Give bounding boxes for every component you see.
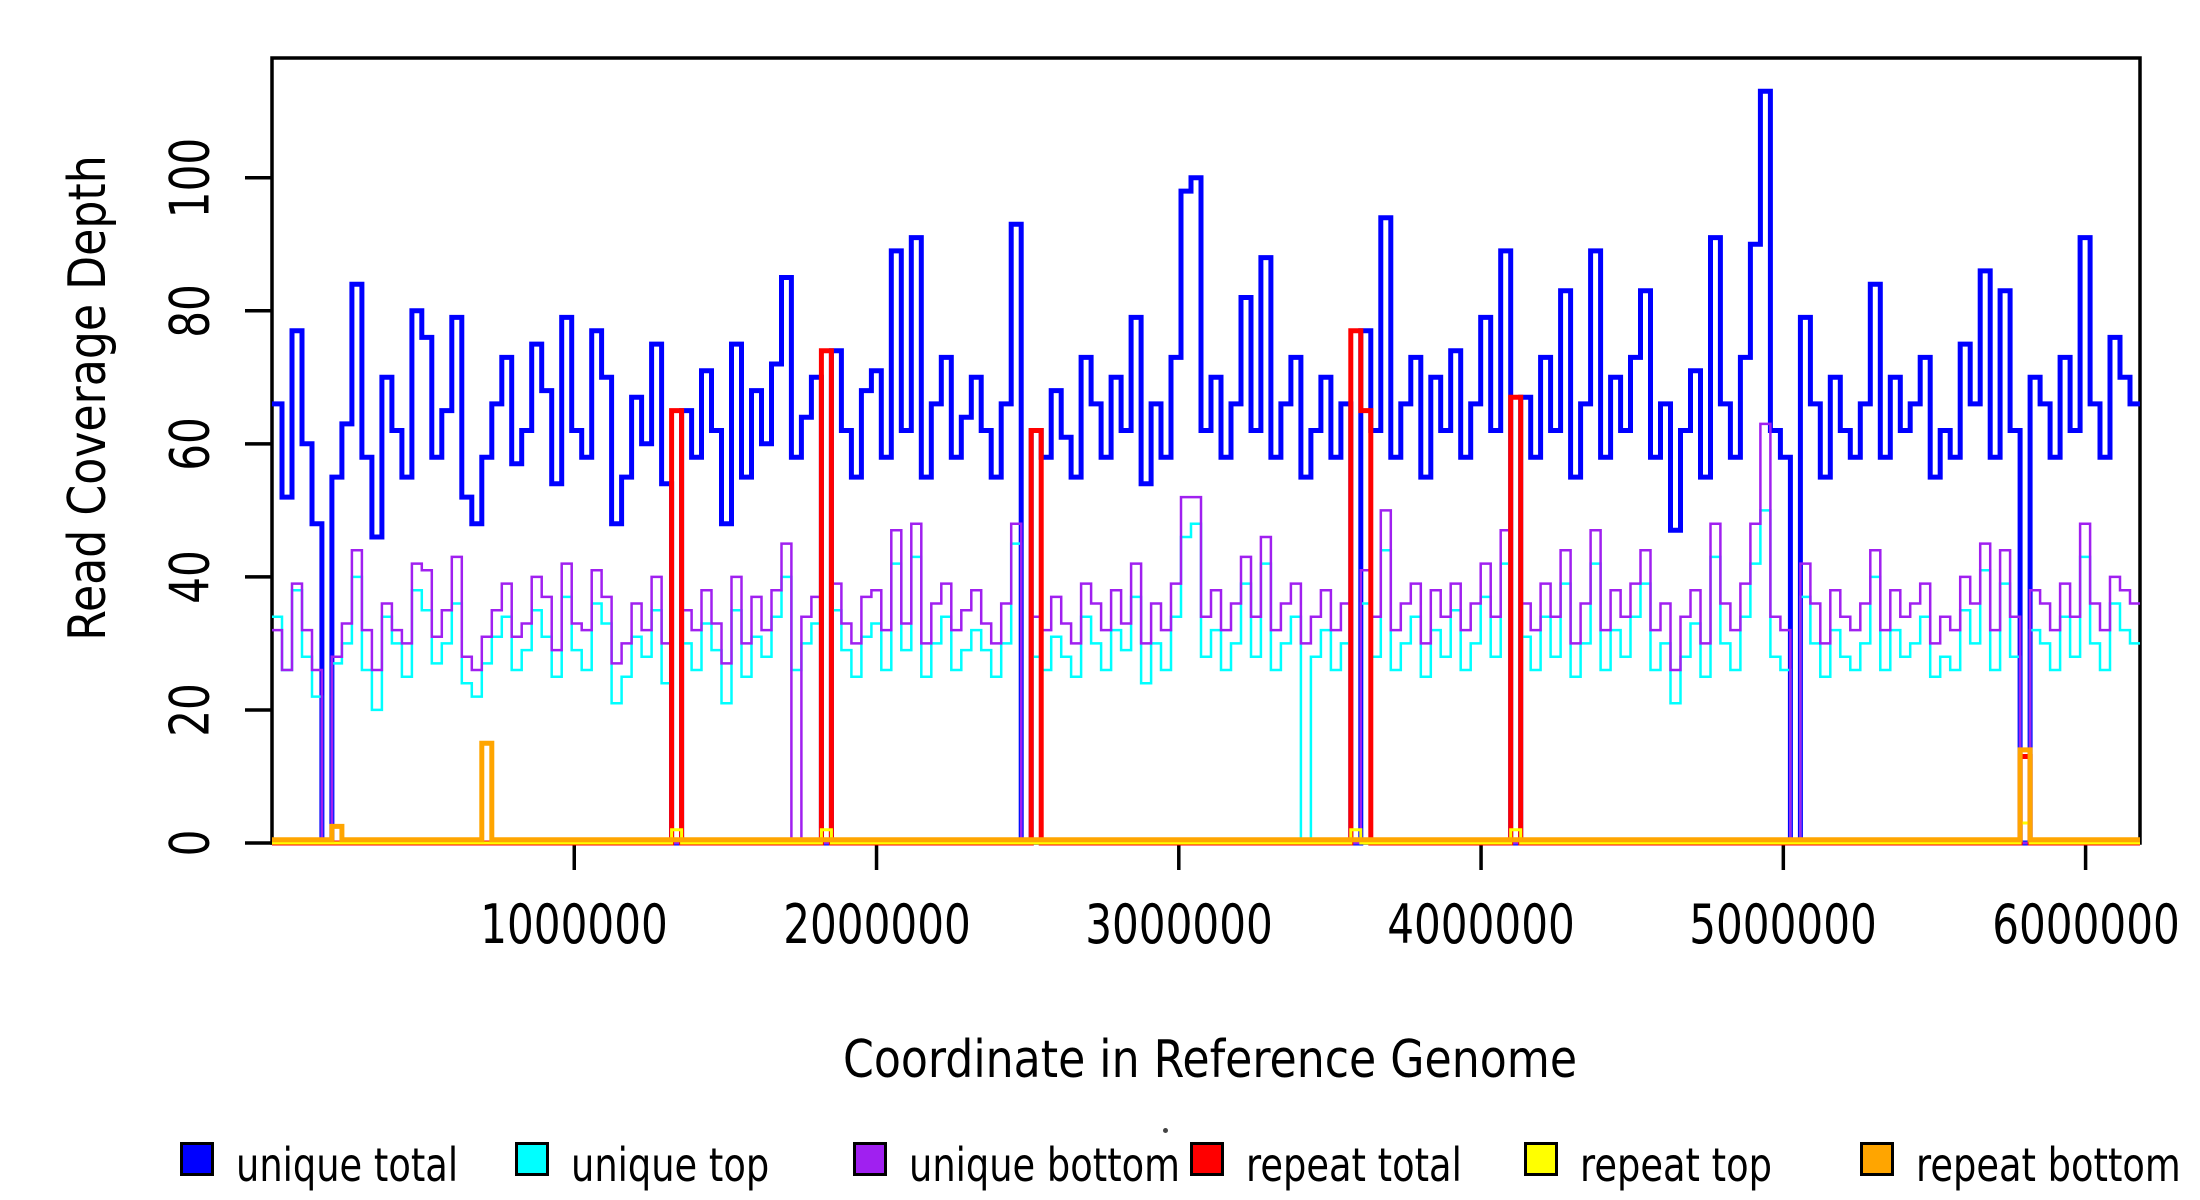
legend-label-unique-total: unique total bbox=[236, 1138, 459, 1192]
legend-label-repeat-bottom: repeat bottom bbox=[1916, 1138, 2181, 1192]
x-tick-label-1000000: 1000000 bbox=[480, 893, 668, 956]
repeat-total-swatch-icon bbox=[1190, 1142, 1224, 1176]
legend-label-repeat-total: repeat total bbox=[1246, 1138, 1462, 1192]
stray-dot bbox=[1163, 1128, 1168, 1133]
x-tick-label-3000000: 3000000 bbox=[1085, 893, 1273, 956]
y-tick-label-20: 20 bbox=[158, 683, 222, 737]
y-tick-label-80: 80 bbox=[158, 284, 222, 338]
y-axis-title: Read Coverage Depth bbox=[58, 155, 118, 641]
x-tick-label-2000000: 2000000 bbox=[783, 893, 971, 956]
repeat-top-swatch-icon bbox=[1524, 1142, 1558, 1176]
unique-top-swatch-icon bbox=[515, 1142, 549, 1176]
unique-total-swatch-icon bbox=[180, 1142, 214, 1176]
x-tick-label-6000000: 6000000 bbox=[1992, 893, 2180, 956]
legend-label-unique-top: unique top bbox=[571, 1138, 770, 1192]
x-tick-label-5000000: 5000000 bbox=[1689, 893, 1877, 956]
legend-label-unique-bottom: unique bottom bbox=[909, 1138, 1180, 1192]
y-tick-label-0: 0 bbox=[158, 829, 222, 857]
y-tick-label-100: 100 bbox=[158, 137, 222, 219]
legend-label-repeat-top: repeat top bbox=[1580, 1138, 1772, 1192]
y-tick-label-60: 60 bbox=[158, 417, 222, 471]
repeat-bottom-swatch-icon bbox=[1860, 1142, 1894, 1176]
y-tick-label-40: 40 bbox=[158, 550, 222, 604]
x-axis-title: Coordinate in Reference Genome bbox=[842, 1030, 1578, 1090]
unique-bottom-swatch-icon bbox=[853, 1142, 887, 1176]
x-tick-label-4000000: 4000000 bbox=[1387, 893, 1575, 956]
